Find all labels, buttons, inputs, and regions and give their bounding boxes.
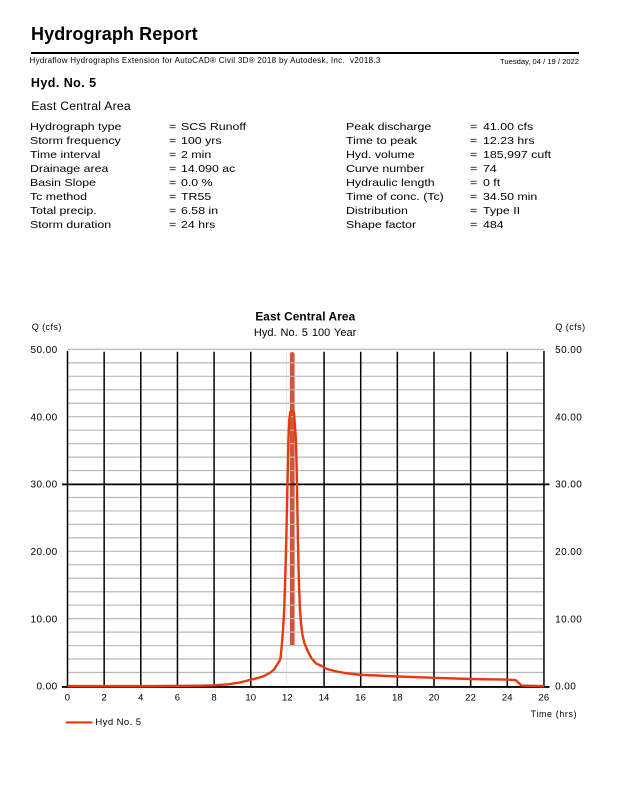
svg-text:26: 26 bbox=[539, 693, 550, 704]
svg-text:10: 10 bbox=[245, 693, 256, 704]
svg-text:0: 0 bbox=[65, 693, 70, 704]
svg-text:40.00: 40.00 bbox=[30, 412, 57, 423]
svg-text:Q (cfs): Q (cfs) bbox=[32, 322, 62, 332]
svg-text:12: 12 bbox=[282, 693, 293, 704]
svg-text:24: 24 bbox=[502, 693, 513, 704]
svg-text:0.00: 0.00 bbox=[36, 682, 57, 693]
svg-text:18: 18 bbox=[392, 693, 403, 704]
svg-text:East Central Area: East Central Area bbox=[255, 310, 355, 324]
svg-text:40.00: 40.00 bbox=[555, 412, 582, 423]
svg-text:10.00: 10.00 bbox=[30, 614, 57, 625]
svg-text:Hyd No. 5: Hyd No. 5 bbox=[95, 717, 141, 728]
svg-text:20: 20 bbox=[429, 693, 440, 704]
svg-text:2: 2 bbox=[101, 693, 106, 704]
svg-text:6: 6 bbox=[175, 693, 180, 704]
svg-text:Q (cfs): Q (cfs) bbox=[555, 322, 585, 332]
svg-text:14: 14 bbox=[319, 693, 330, 704]
svg-text:Time (hrs): Time (hrs) bbox=[531, 709, 578, 719]
svg-text:10.00: 10.00 bbox=[555, 614, 582, 625]
svg-text:50.00: 50.00 bbox=[555, 345, 582, 356]
svg-text:8: 8 bbox=[211, 693, 216, 704]
svg-text:0.00: 0.00 bbox=[555, 682, 576, 693]
svg-text:30.00: 30.00 bbox=[30, 480, 57, 491]
svg-text:16: 16 bbox=[355, 693, 366, 704]
svg-text:30.00: 30.00 bbox=[555, 480, 582, 491]
svg-text:4: 4 bbox=[138, 693, 143, 704]
svg-text:50.00: 50.00 bbox=[30, 345, 57, 356]
svg-text:20.00: 20.00 bbox=[30, 547, 57, 558]
svg-text:20.00: 20.00 bbox=[555, 547, 582, 558]
svg-text:Hyd. No. 5 100 Year: Hyd. No. 5 100 Year bbox=[254, 327, 357, 339]
svg-text:22: 22 bbox=[465, 693, 476, 704]
